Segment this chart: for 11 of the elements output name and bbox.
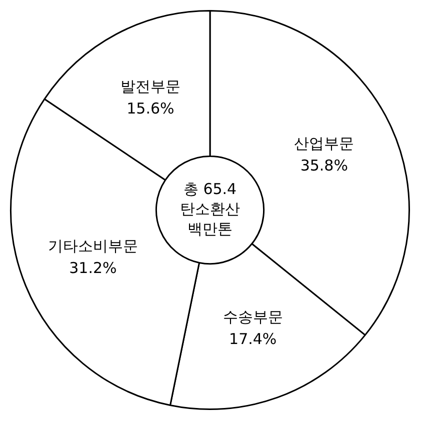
- slice-label: 산업부문: [294, 134, 354, 152]
- slice-label: 수송부문: [222, 308, 283, 326]
- text: 탄소환산: [180, 200, 240, 218]
- data-label: 15.6%: [126, 99, 174, 118]
- text: 총 65.4: [183, 180, 237, 198]
- slice-label: 발전부문: [120, 77, 180, 96]
- text: 백만톤: [188, 220, 232, 238]
- data-label: 35.8%: [300, 156, 348, 174]
- data-label: 31.2%: [69, 258, 117, 277]
- data-label: 17.4%: [229, 330, 277, 348]
- slice-label: 기타소비부문: [48, 236, 138, 255]
